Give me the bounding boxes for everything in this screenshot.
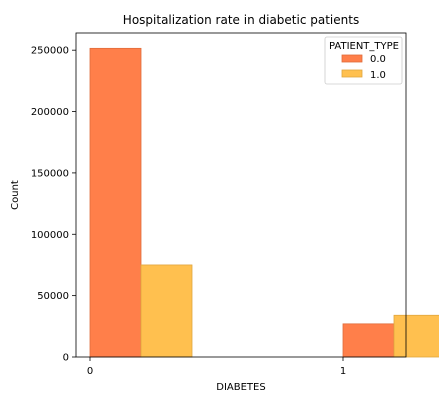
legend-swatch-0 [341,54,363,63]
legend-label-1: 1.0 [370,70,386,81]
legend: PATIENT_TYPE 0.0 1.0 [324,36,403,85]
y-tick-label: 250000 [31,46,69,57]
chart-title: Hospitalization rate in diabetic patient… [123,13,359,27]
x-axis-label: DIABETES [216,382,265,393]
y-axis: 0 50000 100000 150000 200000 250000 [31,46,76,364]
bar-0-1.0 [140,264,193,358]
legend-title: PATIENT_TYPE [329,41,399,52]
bar-0-0.0 [89,47,142,358]
y-axis-label: Count [10,180,21,210]
plot-frame [75,32,407,358]
y-tick-label: 200000 [31,107,69,118]
legend-label-0: 0.0 [370,54,386,65]
bar-1-1.0 [393,314,439,358]
x-tick-label: 0 [87,366,93,377]
bars-group [89,47,439,358]
bar-1-0.0 [342,323,395,358]
y-tick-label: 50000 [37,291,69,302]
legend-swatch-1 [341,69,363,78]
y-tick-label: 0 [63,353,69,364]
y-tick-label: 100000 [31,230,69,241]
x-tick-label: 1 [340,366,346,377]
y-tick-label: 150000 [31,168,69,179]
